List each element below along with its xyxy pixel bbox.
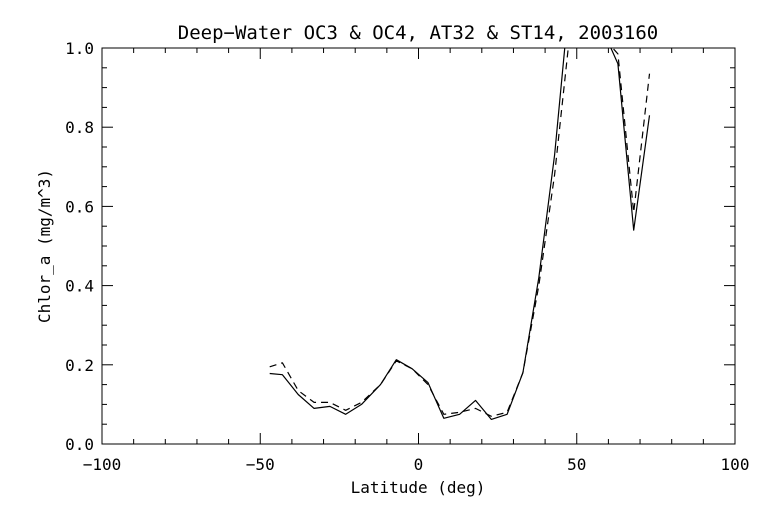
series-line-solid — [269, 48, 651, 420]
chart-title: Deep−Water OC3 & OC4, AT32 & ST14, 20031… — [178, 22, 658, 44]
series-layer — [269, 48, 651, 420]
y-tick-label: 0.2 — [65, 356, 94, 375]
x-axis-label: Latitude (deg) — [351, 478, 486, 497]
y-tick-label: 0.0 — [65, 435, 94, 454]
x-tick-label: 0 — [414, 455, 424, 474]
y-tick-label: 0.4 — [65, 277, 94, 296]
y-tick-label: 1.0 — [65, 39, 94, 58]
y-axis: 0.0 0.2 0.4 0.6 0.8 1.0 — [65, 39, 735, 454]
x-tick-label: −100 — [83, 455, 122, 474]
x-axis: −100 −50 0 50 100 — [83, 48, 750, 474]
y-axis-label: Chlor_a (mg/m^3) — [35, 169, 54, 323]
x-tick-label: −50 — [246, 455, 275, 474]
y-tick-label: 0.8 — [65, 118, 94, 137]
y-tick-label: 0.6 — [65, 197, 94, 216]
x-tick-label: 50 — [567, 455, 586, 474]
x-tick-label: 100 — [721, 455, 750, 474]
